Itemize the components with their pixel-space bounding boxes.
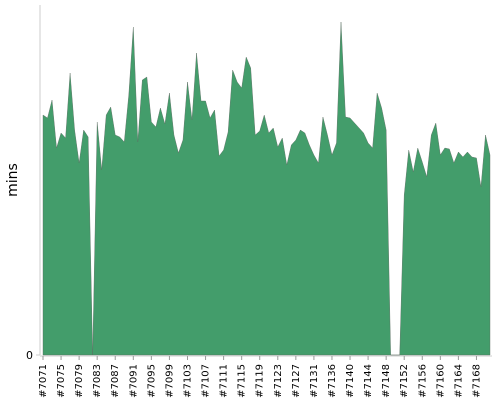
x-tick-label: #7091	[128, 364, 139, 398]
x-tick-label: #7079	[74, 364, 85, 398]
x-tick-label: #7111	[219, 364, 230, 398]
x-tick-label: #7095	[146, 364, 157, 398]
x-tick-label: #7160	[435, 364, 446, 398]
y-tick-label: 0	[26, 349, 33, 362]
x-tick-label: #7115	[237, 364, 248, 398]
x-tick-label: #7168	[471, 364, 482, 398]
x-tick-label: #7075	[56, 364, 67, 398]
x-tick-label: #7107	[201, 364, 212, 398]
x-tick-label: #7156	[417, 364, 428, 398]
x-tick-label: #7136	[327, 364, 338, 398]
x-tick-label: #7103	[182, 364, 193, 398]
x-tick-label: #7152	[399, 364, 410, 398]
x-tick-label: #7140	[345, 364, 356, 398]
x-tick-label: #7099	[164, 364, 175, 398]
x-tick-label: #7087	[110, 364, 121, 398]
x-tick-label: #7164	[453, 364, 464, 398]
area	[42, 21, 491, 356]
x-tick-label: #7144	[363, 364, 374, 398]
x-tick-label: #7083	[92, 364, 103, 398]
x-tick-label: #7123	[273, 364, 284, 398]
x-tick-label: #7131	[309, 364, 320, 398]
x-tick-label: #7071	[38, 364, 49, 398]
y-axis-title: mins	[5, 163, 21, 197]
x-tick-label: #7127	[291, 364, 302, 398]
x-tick-label: #7119	[255, 364, 266, 398]
x-tick-label: #7148	[381, 364, 392, 398]
